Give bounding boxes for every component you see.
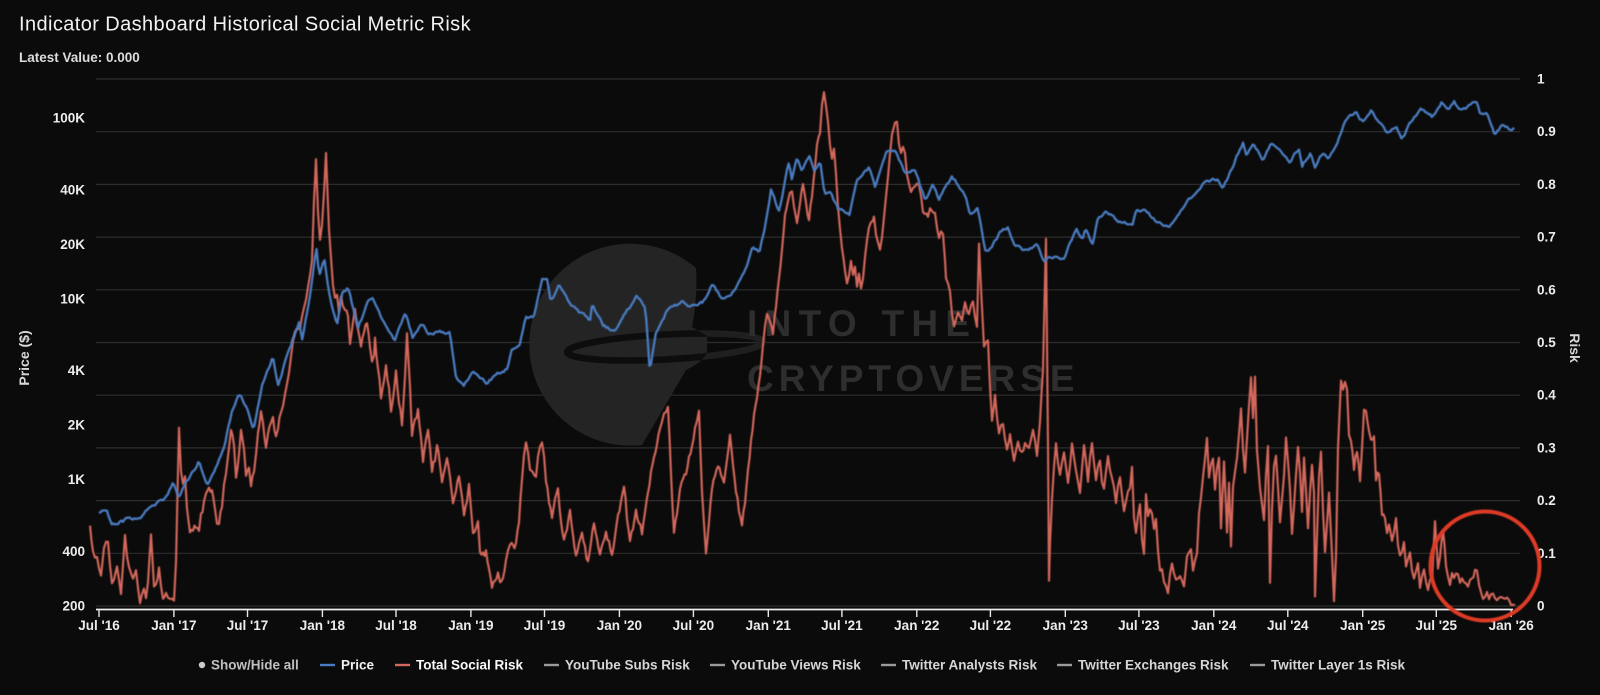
svg-text:Jan '21: Jan '21 bbox=[746, 618, 792, 633]
svg-text:CRYPTOVERSE: CRYPTOVERSE bbox=[747, 358, 1080, 399]
svg-text:Show/Hide all: Show/Hide all bbox=[211, 658, 299, 673]
svg-text:Jan '19: Jan '19 bbox=[448, 618, 493, 633]
svg-text:YouTube Views Risk: YouTube Views Risk bbox=[731, 658, 861, 673]
svg-text:YouTube Subs Risk: YouTube Subs Risk bbox=[565, 658, 690, 673]
svg-text:200: 200 bbox=[62, 599, 85, 614]
svg-text:Jan '18: Jan '18 bbox=[300, 618, 346, 633]
svg-text:0.9: 0.9 bbox=[1537, 124, 1556, 139]
svg-text:Jul '16: Jul '16 bbox=[78, 618, 120, 633]
svg-text:Jul '18: Jul '18 bbox=[375, 618, 417, 633]
svg-text:20K: 20K bbox=[60, 237, 85, 252]
svg-text:Price: Price bbox=[341, 658, 375, 673]
svg-text:Twitter Exchanges Risk: Twitter Exchanges Risk bbox=[1078, 658, 1229, 673]
svg-text:Jan '24: Jan '24 bbox=[1191, 618, 1237, 633]
svg-text:0.2: 0.2 bbox=[1537, 493, 1556, 508]
svg-text:0.8: 0.8 bbox=[1537, 177, 1556, 192]
svg-text:1: 1 bbox=[1537, 72, 1545, 87]
svg-text:Indicator Dashboard Historical: Indicator Dashboard Historical Social Me… bbox=[19, 14, 472, 36]
svg-text:0: 0 bbox=[1537, 599, 1545, 614]
svg-text:Price ($): Price ($) bbox=[16, 330, 32, 385]
svg-text:Jan '25: Jan '25 bbox=[1340, 618, 1386, 633]
svg-text:Jul '24: Jul '24 bbox=[1267, 618, 1309, 633]
svg-text:Jul '22: Jul '22 bbox=[970, 618, 1011, 633]
svg-text:Total Social Risk: Total Social Risk bbox=[416, 658, 524, 673]
svg-text:0.1: 0.1 bbox=[1537, 546, 1556, 561]
svg-text:1K: 1K bbox=[68, 472, 86, 487]
svg-text:Jan '17: Jan '17 bbox=[151, 618, 196, 633]
svg-text:Jan '20: Jan '20 bbox=[597, 618, 642, 633]
svg-text:0.3: 0.3 bbox=[1537, 440, 1556, 455]
svg-text:0.6: 0.6 bbox=[1537, 282, 1556, 297]
svg-text:Jan '26: Jan '26 bbox=[1489, 618, 1535, 633]
svg-text:40K: 40K bbox=[60, 182, 85, 197]
svg-text:Twitter Layer 1s Risk: Twitter Layer 1s Risk bbox=[1271, 658, 1406, 673]
svg-text:400: 400 bbox=[62, 544, 85, 559]
svg-text:Jul '23: Jul '23 bbox=[1118, 618, 1160, 633]
svg-text:0.4: 0.4 bbox=[1537, 388, 1556, 403]
svg-text:100K: 100K bbox=[53, 111, 86, 126]
svg-text:Jul '21: Jul '21 bbox=[821, 618, 863, 633]
svg-text:4K: 4K bbox=[68, 363, 86, 378]
svg-text:0.5: 0.5 bbox=[1537, 335, 1556, 350]
svg-text:Jan '22: Jan '22 bbox=[894, 618, 939, 633]
svg-text:Jul '20: Jul '20 bbox=[673, 618, 714, 633]
svg-text:Latest Value: 0.000: Latest Value: 0.000 bbox=[19, 50, 140, 65]
svg-text:Jul '19: Jul '19 bbox=[524, 618, 565, 633]
svg-text:0.7: 0.7 bbox=[1537, 230, 1556, 245]
svg-text:Jan '23: Jan '23 bbox=[1043, 618, 1089, 633]
svg-text:10K: 10K bbox=[60, 291, 85, 306]
svg-text:Twitter Analysts Risk: Twitter Analysts Risk bbox=[902, 658, 1038, 673]
svg-text:Risk: Risk bbox=[1567, 333, 1583, 363]
svg-text:Jul '17: Jul '17 bbox=[227, 618, 268, 633]
svg-text:Jul '25: Jul '25 bbox=[1416, 618, 1458, 633]
svg-text:INTO THE: INTO THE bbox=[747, 303, 977, 344]
svg-text:2K: 2K bbox=[68, 418, 86, 433]
